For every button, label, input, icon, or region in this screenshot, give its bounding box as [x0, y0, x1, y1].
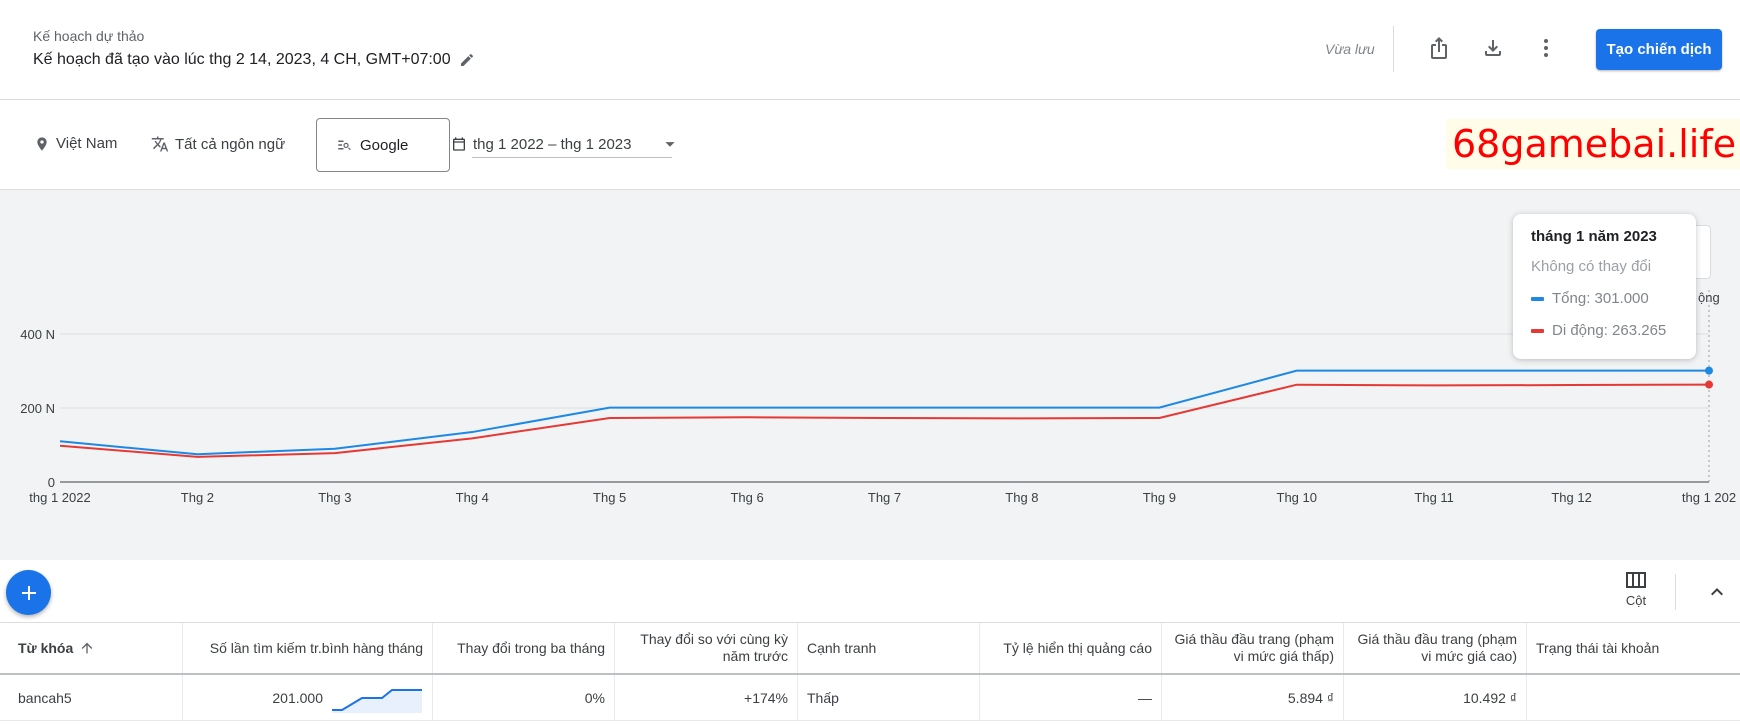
search-list-icon — [338, 140, 351, 151]
columns-button[interactable]: Cột — [1616, 570, 1656, 616]
series-line-mobile — [59, 383, 1710, 458]
table-toolbar: Cột — [0, 560, 1740, 622]
date-range-label: thg 1 2022 – thg 1 2023 — [473, 135, 632, 153]
location-filter[interactable]: Việt Nam — [34, 135, 117, 152]
draft-label: Kế hoạch dự thảo — [33, 28, 145, 44]
header-divider — [1393, 26, 1394, 72]
tooltip-mobile-label: Di động: 263.265 — [1552, 322, 1667, 339]
collapse-chart-button[interactable] — [1703, 578, 1731, 606]
y-tick-label: 200 N — [20, 401, 55, 416]
tooltip-subtitle: Không có thay đổi — [1531, 258, 1652, 275]
col-header-bid-low[interactable]: Giá thầu đầu trang (phạm vi mức giá thấp… — [1162, 623, 1344, 673]
col-header-three-month-change[interactable]: Thay đổi trong ba tháng — [433, 623, 615, 673]
tooltip-swatch-total — [1531, 296, 1544, 301]
table-header-row: Từ khóa Số lần tìm kiếm tr.bình hàng thá… — [0, 623, 1740, 675]
chevron-up-icon — [1711, 588, 1723, 596]
line-chart: 0 200 N 400 N thg 1 2022 Thg 2 Thg 3 Thg 4 Thg … — [20, 290, 1736, 505]
x-tick-label: Thg 5 — [593, 490, 626, 505]
chevron-down-icon — [665, 142, 676, 147]
cell-account-status — [1527, 675, 1740, 720]
translate-icon — [151, 136, 169, 152]
col-header-competition[interactable]: Cạnh tranh — [798, 623, 980, 673]
series-point-mobile — [1705, 380, 1713, 389]
tooltip-swatch-mobile — [1531, 328, 1544, 333]
x-tick-label: thg 1 2022 — [29, 490, 90, 505]
cell-ad-impression-share: — — [980, 675, 1162, 720]
x-tick-label: Thg 2 — [181, 490, 214, 505]
save-status: Vừa lưu — [1325, 41, 1375, 57]
watermark-text: 68gamebai.life — [1446, 119, 1740, 169]
edit-pencil-icon[interactable] — [459, 52, 475, 68]
download-icon[interactable] — [1479, 34, 1507, 62]
col-header-account-status[interactable]: Trạng thái tài khoản — [1536, 639, 1660, 656]
sort-arrow-up-icon — [81, 642, 93, 654]
tooltip-title: tháng 1 năm 2023 — [1531, 228, 1657, 245]
x-tick-label: Thg 10 — [1277, 490, 1317, 505]
chart-tooltip: tháng 1 năm 2023 Không có thay đổi Tổng:… — [1513, 214, 1696, 359]
x-tick-label: Thg 11 — [1414, 490, 1454, 505]
cell-three-month-change: 0% — [433, 675, 615, 720]
cell-bid-low: 5.894 ₫ — [1162, 675, 1344, 720]
plan-title[interactable]: Kế hoạch đã tạo vào lúc thg 2 14, 2023, … — [33, 51, 475, 69]
trend-sparkline — [332, 688, 422, 713]
x-tick-label: Thg 9 — [1143, 490, 1176, 505]
create-campaign-button[interactable]: Tạo chiến dịch — [1596, 29, 1722, 70]
plus-icon — [21, 585, 36, 600]
columns-icon — [1626, 572, 1646, 588]
network-filter-label: Google — [360, 136, 409, 154]
language-filter-label: Tất cả ngôn ngữ — [175, 135, 286, 153]
avg-searches-value: 201.000 — [272, 689, 323, 706]
location-pin-icon — [37, 136, 47, 151]
columns-button-label: Cột — [1625, 593, 1647, 608]
y-tick-label: 400 N — [20, 327, 55, 342]
sparkline-area — [332, 689, 422, 713]
legend-label-partial: ộng — [1698, 290, 1720, 305]
date-range-filter[interactable]: thg 1 2022 – thg 1 2023 — [451, 133, 681, 155]
date-range-underline — [472, 157, 672, 158]
col-header-yoy-change[interactable]: Thay đổi so với cùng kỳ năm trước — [615, 623, 798, 673]
col-header-keyword[interactable]: Từ khóa — [0, 623, 183, 673]
filter-bar: Việt Nam Tất cả ngôn ngữ Google thg 1 20… — [0, 100, 1740, 190]
series-point-total — [1705, 366, 1713, 375]
col-header-bid-high[interactable]: Giá thầu đầu trang (phạm vi mức giá cao) — [1344, 623, 1527, 673]
x-tick-label: Thg 6 — [730, 490, 763, 505]
tooltip-row-mobile: Di động: 263.265 — [1531, 322, 1678, 339]
col-header-avg-searches[interactable]: Số lần tìm kiếm tr.bình hàng tháng — [183, 623, 433, 673]
x-tick-label: Thg 12 — [1551, 490, 1591, 505]
col-header-keyword-label: Từ khóa — [18, 639, 74, 656]
search-volume-chart: 0 200 N 400 N thg 1 2022 Thg 2 Thg 3 Thg 4 Thg … — [0, 190, 1740, 560]
tooltip-total-label: Tổng: 301.000 — [1552, 290, 1649, 307]
y-tick-label: 0 — [48, 475, 55, 490]
cell-competition: Thấp — [798, 675, 980, 720]
cell-keyword: bancah5 — [0, 675, 183, 720]
col-header-ad-impression-share[interactable]: Tỷ lệ hiển thị quảng cáo — [980, 623, 1162, 673]
table-row[interactable]: bancah5 201.000 0% +174% Thấp — 5.894 ₫ … — [0, 675, 1740, 721]
cell-yoy-change: +174% — [615, 675, 798, 720]
x-tick-label: thg 1 202 — [1682, 490, 1736, 505]
x-tick-label: Thg 4 — [456, 490, 489, 505]
x-tick-label: Thg 8 — [1005, 490, 1038, 505]
toolbar-divider — [1675, 574, 1676, 610]
share-icon[interactable] — [1425, 34, 1453, 62]
plan-title-text: Kế hoạch đã tạo vào lúc thg 2 14, 2023, … — [33, 51, 451, 68]
x-tick-label: Thg 3 — [318, 490, 351, 505]
location-filter-label: Việt Nam — [56, 135, 118, 152]
calendar-icon — [453, 137, 465, 151]
sparkline-line — [332, 688, 422, 711]
x-tick-label: Thg 7 — [868, 490, 901, 505]
plan-header: Kế hoạch dự thảo Kế hoạch đã tạo vào lúc… — [0, 0, 1740, 100]
language-filter[interactable]: Tất cả ngôn ngữ — [151, 135, 285, 153]
more-options-icon[interactable] — [1532, 34, 1560, 62]
legend-button[interactable] — [1696, 225, 1711, 279]
cell-bid-high: 10.492 ₫ — [1344, 675, 1527, 720]
add-keyword-button[interactable] — [6, 570, 51, 615]
tooltip-row-total: Tổng: 301.000 — [1531, 290, 1678, 307]
network-filter[interactable]: Google — [316, 118, 450, 172]
keyword-table: Từ khóa Số lần tìm kiếm tr.bình hàng thá… — [0, 622, 1740, 724]
series-line-total — [59, 369, 1709, 456]
cell-avg-searches: 201.000 — [183, 675, 433, 720]
